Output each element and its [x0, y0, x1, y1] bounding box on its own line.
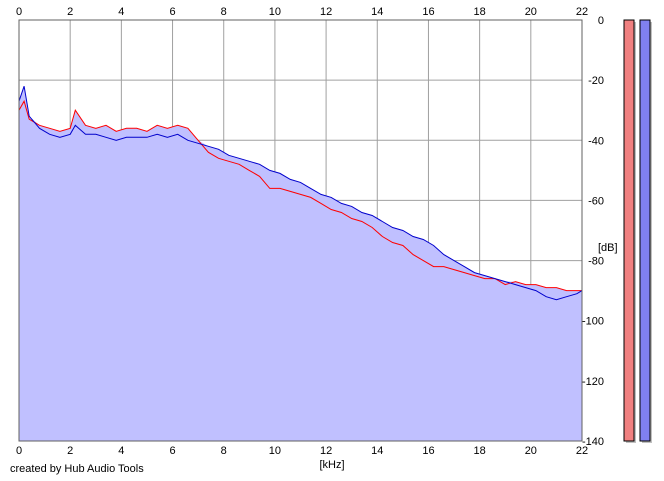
plot-frame — [18, 19, 583, 442]
x-tick-bottom-7: 14 — [371, 445, 383, 457]
y-axis-label: [dB] — [598, 242, 618, 254]
x-tick-bottom-10: 20 — [525, 445, 537, 457]
x-axis-label: [kHz] — [319, 459, 344, 471]
y-tick-2: -40 — [588, 135, 604, 147]
x-tick-bottom-6: 12 — [320, 445, 332, 457]
x-tick-bottom-4: 8 — [221, 445, 227, 457]
spectrum-fill — [19, 86, 582, 441]
series-line-1 — [18, 86, 583, 301]
x-tick-top-9: 18 — [474, 6, 486, 18]
x-tick-labels-top: 0 2 4 6 8 10 12 14 16 18 20 22 — [16, 6, 588, 18]
y-tick-1: -20 — [588, 75, 604, 87]
x-tick-bottom-8: 16 — [422, 445, 434, 457]
x-tick-top-6: 12 — [320, 6, 332, 18]
y-tick-3: -60 — [588, 195, 604, 207]
x-tick-top-1: 2 — [67, 6, 73, 18]
level-meter-1 — [639, 19, 651, 442]
x-tick-bottom-2: 4 — [118, 445, 124, 457]
y-tick-5: -100 — [582, 316, 604, 328]
y-tick-labels: 0 -20 -40 -60 -80 -100 -120 -140 — [582, 15, 604, 448]
x-tick-top-2: 4 — [118, 6, 124, 18]
x-tick-top-4: 8 — [221, 6, 227, 18]
level-meter-0 — [623, 19, 635, 442]
series-lines — [18, 86, 583, 301]
x-tick-top-5: 10 — [269, 6, 281, 18]
y-tick-4: -80 — [588, 256, 604, 268]
x-tick-top-0: 0 — [16, 6, 22, 18]
x-tick-top-8: 16 — [422, 6, 434, 18]
x-tick-bottom-9: 18 — [474, 445, 486, 457]
credit-text: created by Hub Audio Tools — [10, 463, 144, 475]
x-tick-bottom-3: 6 — [169, 445, 175, 457]
x-tick-bottom-5: 10 — [269, 445, 281, 457]
level-meters — [623, 19, 652, 443]
x-tick-top-10: 20 — [525, 6, 537, 18]
y-tick-0: 0 — [598, 15, 604, 27]
x-tick-bottom-0: 0 — [16, 445, 22, 457]
series-line-0 — [18, 99, 582, 292]
spectrum-area — [19, 86, 582, 441]
x-tick-top-11: 22 — [576, 6, 588, 18]
x-tick-top-3: 6 — [169, 6, 175, 18]
x-tick-labels-bottom: 0 2 4 6 8 10 12 14 16 18 20 22 — [16, 445, 588, 457]
x-tick-bottom-1: 2 — [67, 445, 73, 457]
y-tick-7: -140 — [582, 436, 604, 448]
x-tick-top-7: 14 — [371, 6, 383, 18]
y-tick-6: -120 — [582, 376, 604, 388]
x-tick-bottom-11: 22 — [576, 445, 588, 457]
plot-border — [18, 19, 583, 442]
